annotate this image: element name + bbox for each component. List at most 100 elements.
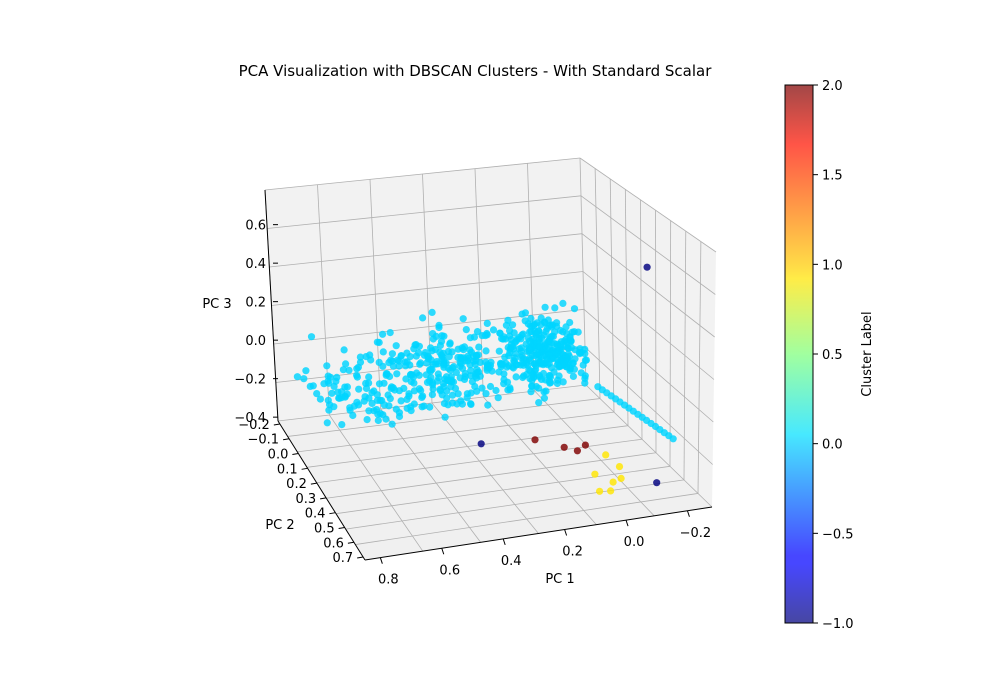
cluster-0-point [375,338,383,347]
cluster-0-point [339,366,347,374]
colorbar-tick-label: 1.5 [822,169,843,184]
z-axis-line [264,189,279,422]
cluster-0-point [438,332,446,340]
cluster-0-point [436,387,444,395]
cluster-0-point [374,416,382,425]
axis-lines [264,189,713,561]
cluster-0-point [535,373,544,381]
cluster-0-point [436,341,444,350]
cluster-0-point [454,390,462,398]
cluster-0-point [570,365,579,373]
y-tick-label: −0.2 [238,418,270,433]
cluster-0-point [550,368,558,376]
x-tick-label: 0.8 [378,573,399,588]
cluster-0-point [424,352,432,360]
colorbar-gradient [784,84,814,624]
cluster-0-point [467,400,475,408]
cluster-0-point [478,384,486,392]
cluster-2-point [560,443,568,451]
cluster-0-point [559,378,567,386]
cluster-0-point [478,332,486,340]
colorbar-tick-label: 0.5 [822,348,843,363]
cluster-0-point [384,391,392,399]
cluster-0-point [512,373,520,381]
cluster-0-point [386,329,394,337]
cluster-0-point [563,330,571,338]
z-tick-label: −0.2 [234,373,266,388]
cluster-0-point [379,362,387,370]
cluster-1-point [615,463,624,471]
cluster-0-point [535,343,544,351]
cluster-0-point [461,369,469,378]
y-tick-label: 0.0 [268,448,289,463]
colorbar-tick-label: 0.0 [822,438,843,453]
y-tick [338,526,345,529]
cluster-noise-point [643,263,651,271]
cluster-0-point [441,413,449,421]
cluster-0-point [392,342,400,350]
cluster-0-point [450,363,458,371]
cluster-0-point [435,323,443,332]
y-tick [320,497,327,500]
cluster-0-point [434,370,442,378]
cluster-0-point [324,396,332,404]
colorbar-label: Cluster Label [860,311,875,396]
cluster-0-point [428,308,436,316]
cluster-0-point [353,398,361,406]
y-tick-label: 0.6 [323,536,344,551]
cluster-0-point [353,371,361,379]
cluster-0-point [530,321,538,329]
cluster-0-point [544,316,552,324]
cluster-0-point [499,335,507,343]
cluster-0-point [518,310,526,318]
y-tick [329,512,336,515]
cluster-0-point [488,367,496,375]
cluster-0-point [356,358,365,366]
cluster-0-point [445,377,453,385]
cluster-0-point [466,334,474,342]
z-tick-label: 0.2 [245,296,266,311]
cluster-0-point [403,395,411,403]
tick-labels: 0.80.60.40.20.0−0.2−0.2−0.10.00.10.20.30… [234,219,711,588]
cluster-0-point [334,388,342,396]
colorbar-tick-label: 1.0 [822,258,843,273]
cluster-0-point [561,356,569,364]
cluster-0-point [388,350,396,358]
cluster-0-point [552,349,561,357]
cluster-0-point [524,320,532,328]
cluster-0-point [423,359,431,367]
cluster-0-point [397,397,405,405]
x-tick-label: 0.0 [624,535,645,550]
x-tick-label: 0.6 [439,563,460,578]
cluster-0-point [489,326,498,334]
cluster-0-point [471,382,479,391]
cluster-0-point [527,328,535,336]
z-axis-label: PC 3 [202,297,231,312]
cluster-0-point [522,340,530,348]
cluster-0-point [486,382,495,391]
cluster-0-point [459,315,467,323]
cluster-0-point [569,359,577,367]
cluster-0-point [423,378,432,386]
cluster-0-point [513,361,521,369]
y-tick-label: −0.1 [248,433,280,448]
colorbar-tick-label: 2.0 [822,79,843,94]
z-tick-label: 0.6 [245,219,266,234]
cluster-0-point [554,376,562,384]
cluster-0-point [466,361,474,369]
cluster-0-point [527,314,535,323]
scatter-points [293,263,677,495]
cluster-0-point [432,360,440,368]
cluster-0-point [541,303,549,311]
cluster-0-point [368,389,376,397]
cluster-0-point [449,391,457,399]
y-tick [347,541,354,544]
x-tick [625,519,629,527]
cluster-0-point [307,333,316,341]
cluster-0-point [406,371,415,379]
cluster-0-point [517,354,525,362]
cluster-0-point [407,407,415,415]
cluster-0-point [482,347,490,355]
colorbar-tick-label: −1.0 [822,617,854,632]
cluster-0-point [388,420,396,428]
